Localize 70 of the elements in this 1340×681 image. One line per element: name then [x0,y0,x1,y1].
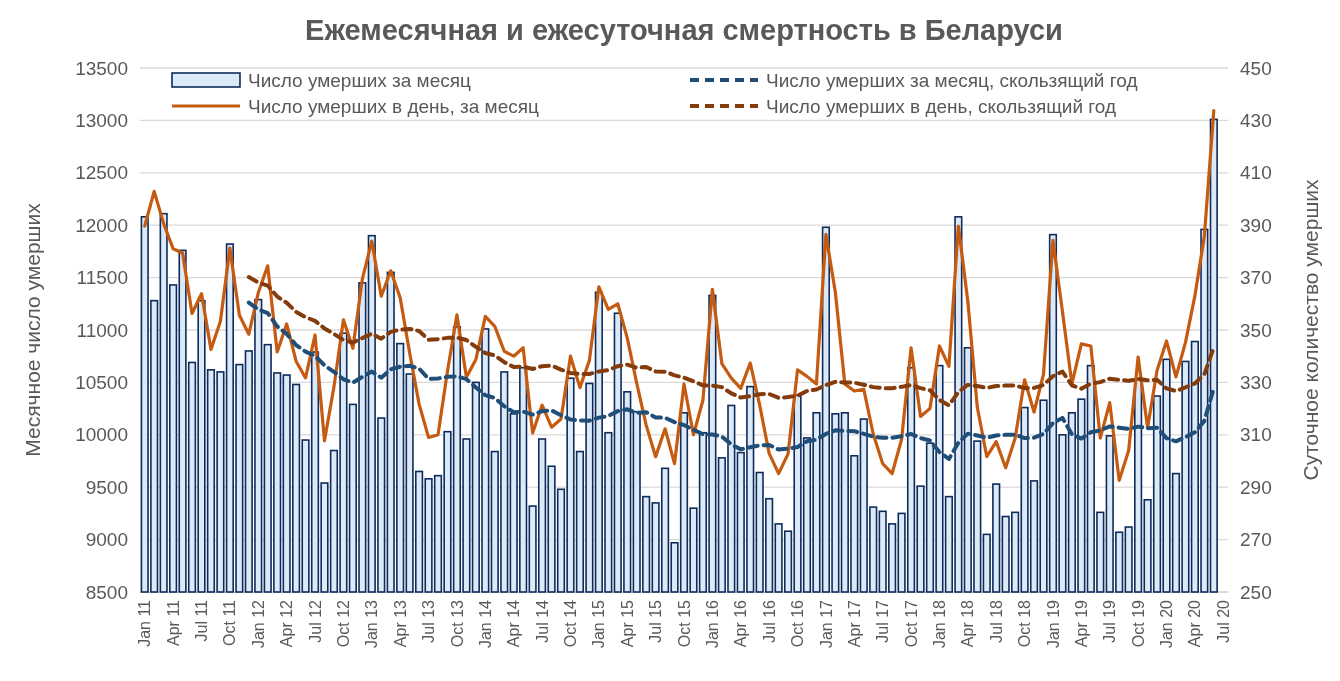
y2-tick-label: 290 [1240,476,1272,498]
x-tick-label: Oct 19 [1129,599,1147,648]
y2-tick-label: 370 [1240,267,1272,289]
x-tick-label: Jul 16 [760,599,778,643]
x-tick-label: Oct 18 [1016,599,1034,648]
x-tick-label: Jan 11 [136,599,154,647]
x-tick-label: Jul 20 [1214,599,1232,643]
y2-tick-label: 410 [1240,162,1272,184]
legend-label: Число умерших за месяц, скользящий год [766,69,1138,91]
x-tick-label: Jan 15 [590,599,608,649]
legend-label: Число умерших за месяц [248,69,472,91]
line-series [246,300,1216,462]
legend-label: Число умерших в день, скользящий год [766,95,1117,117]
x-tick-label: Apr 13 [391,599,409,648]
x-tick-label: Oct 16 [789,599,807,648]
x-tick-label: Jul 17 [874,599,892,643]
x-tick-label: Jan 16 [703,599,721,649]
chart-title: Ежемесячная и ежесуточная смертность в Беларуси [305,14,1063,46]
y-tick-label: 12000 [75,214,128,236]
x-tick-label: Jul 13 [420,599,438,643]
y2-tick-label: 430 [1240,110,1272,132]
x-tick-label: Jan 13 [363,599,381,649]
x-tick-label: Apr 19 [1072,599,1090,648]
y-tick-label: 13500 [75,57,128,79]
y-tick-label: 13000 [75,110,128,132]
x-tick-label: Apr 15 [618,599,636,648]
y-tick-label: 12500 [75,162,128,184]
x-tick-label: Apr 11 [164,599,182,646]
y-tick-label: 10000 [75,424,128,446]
x-tick-label: Jan 20 [1158,599,1176,649]
x-tick-label: Apr 16 [732,599,750,648]
y2-tick-label: 330 [1240,372,1272,394]
x-tick-label: Oct 13 [448,599,466,648]
x-tick-label: Oct 17 [902,599,920,648]
y2-tick-label: 310 [1240,424,1272,446]
x-tick-label: Jan 12 [249,599,267,649]
y-tick-label: 9500 [85,476,128,498]
x-tick-label: Apr 12 [278,599,296,648]
x-tick-label: Oct 12 [335,599,353,648]
x-tick-label: Apr 20 [1186,599,1204,648]
y-tick-label: 9000 [85,529,128,551]
x-tick-label: Apr 17 [845,599,863,648]
x-tick-label: Jan 14 [476,599,494,649]
y2-tick-label: 450 [1240,57,1272,79]
x-tick-label: Jul 18 [987,599,1005,643]
y-tick-label: 10500 [75,372,128,394]
x-tick-label: Jan 18 [931,599,949,649]
y-tick-label: 11000 [76,319,128,341]
x-tick-label: Apr 14 [505,599,523,648]
x-tick-label: Jul 15 [647,599,665,643]
y2-axis-title: Суточное количество умерших [1299,179,1322,481]
x-tick-label: Jan 17 [817,599,835,649]
x-tick-label: Oct 15 [675,599,693,648]
line-series [246,275,1216,408]
x-tick-label: Oct 14 [562,599,580,648]
x-tick-label: Jan 19 [1044,599,1062,649]
x-tick-label: Oct 11 [221,599,239,646]
legend-label: Число умерших в день, за месяц [248,95,539,117]
y-tick-label: 8500 [85,581,128,603]
y-axis-title: Месячное число умерших [21,202,44,457]
x-tick-label: Jul 12 [306,599,324,643]
y-tick-label: 11500 [76,267,128,289]
y2-tick-label: 250 [1240,581,1272,603]
y2-tick-label: 350 [1240,319,1272,341]
x-tick-label: Apr 18 [959,599,977,648]
x-tick-label: Jul 11 [193,599,211,642]
x-tick-label: Jul 14 [533,599,551,643]
y2-tick-label: 390 [1240,214,1272,236]
y2-tick-label: 270 [1240,529,1272,551]
x-tick-label: Jul 19 [1101,599,1119,643]
